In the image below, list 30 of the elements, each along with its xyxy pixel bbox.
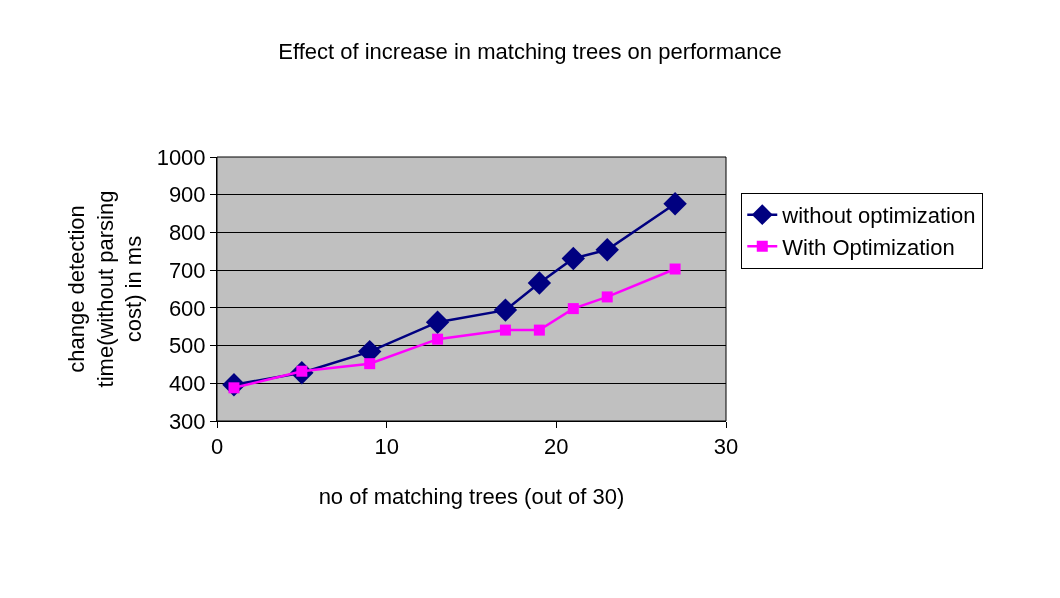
- y-tick-label: 600: [168, 295, 206, 321]
- legend-label: without optimization: [781, 203, 976, 229]
- point: [595, 238, 619, 262]
- point: [561, 246, 585, 271]
- y-tick-label: 800: [168, 220, 206, 246]
- y-tick-label: 400: [168, 370, 206, 396]
- x-tick-label: 20: [544, 434, 569, 460]
- point: [364, 358, 376, 370]
- x-tick-label: 10: [374, 434, 399, 460]
- point: [527, 271, 552, 295]
- y-tick-label: 700: [168, 257, 206, 283]
- x-tick-label: 30: [713, 434, 739, 460]
- point: [601, 291, 613, 303]
- x-axis-title: no of matching trees (out of 30): [318, 484, 625, 510]
- x-tick-label: 0: [210, 434, 224, 460]
- legend-label: With Optimization: [782, 234, 955, 260]
- y-axis-title: change detection time(without parsing cost) in ms: [64, 190, 147, 388]
- y-tick-label: 300: [168, 408, 206, 434]
- point: [567, 303, 579, 315]
- y-tick-label: 900: [168, 182, 206, 208]
- y-tick-label: 500: [168, 333, 206, 359]
- point: [493, 298, 518, 322]
- point: [663, 192, 687, 216]
- point: [432, 333, 444, 345]
- point: [669, 263, 681, 275]
- point: [533, 324, 545, 336]
- point: [499, 324, 511, 336]
- point: [425, 310, 450, 334]
- y-tick-label: 1000: [156, 144, 206, 170]
- chart-title: Effect of increase in matching trees on performance: [278, 38, 782, 64]
